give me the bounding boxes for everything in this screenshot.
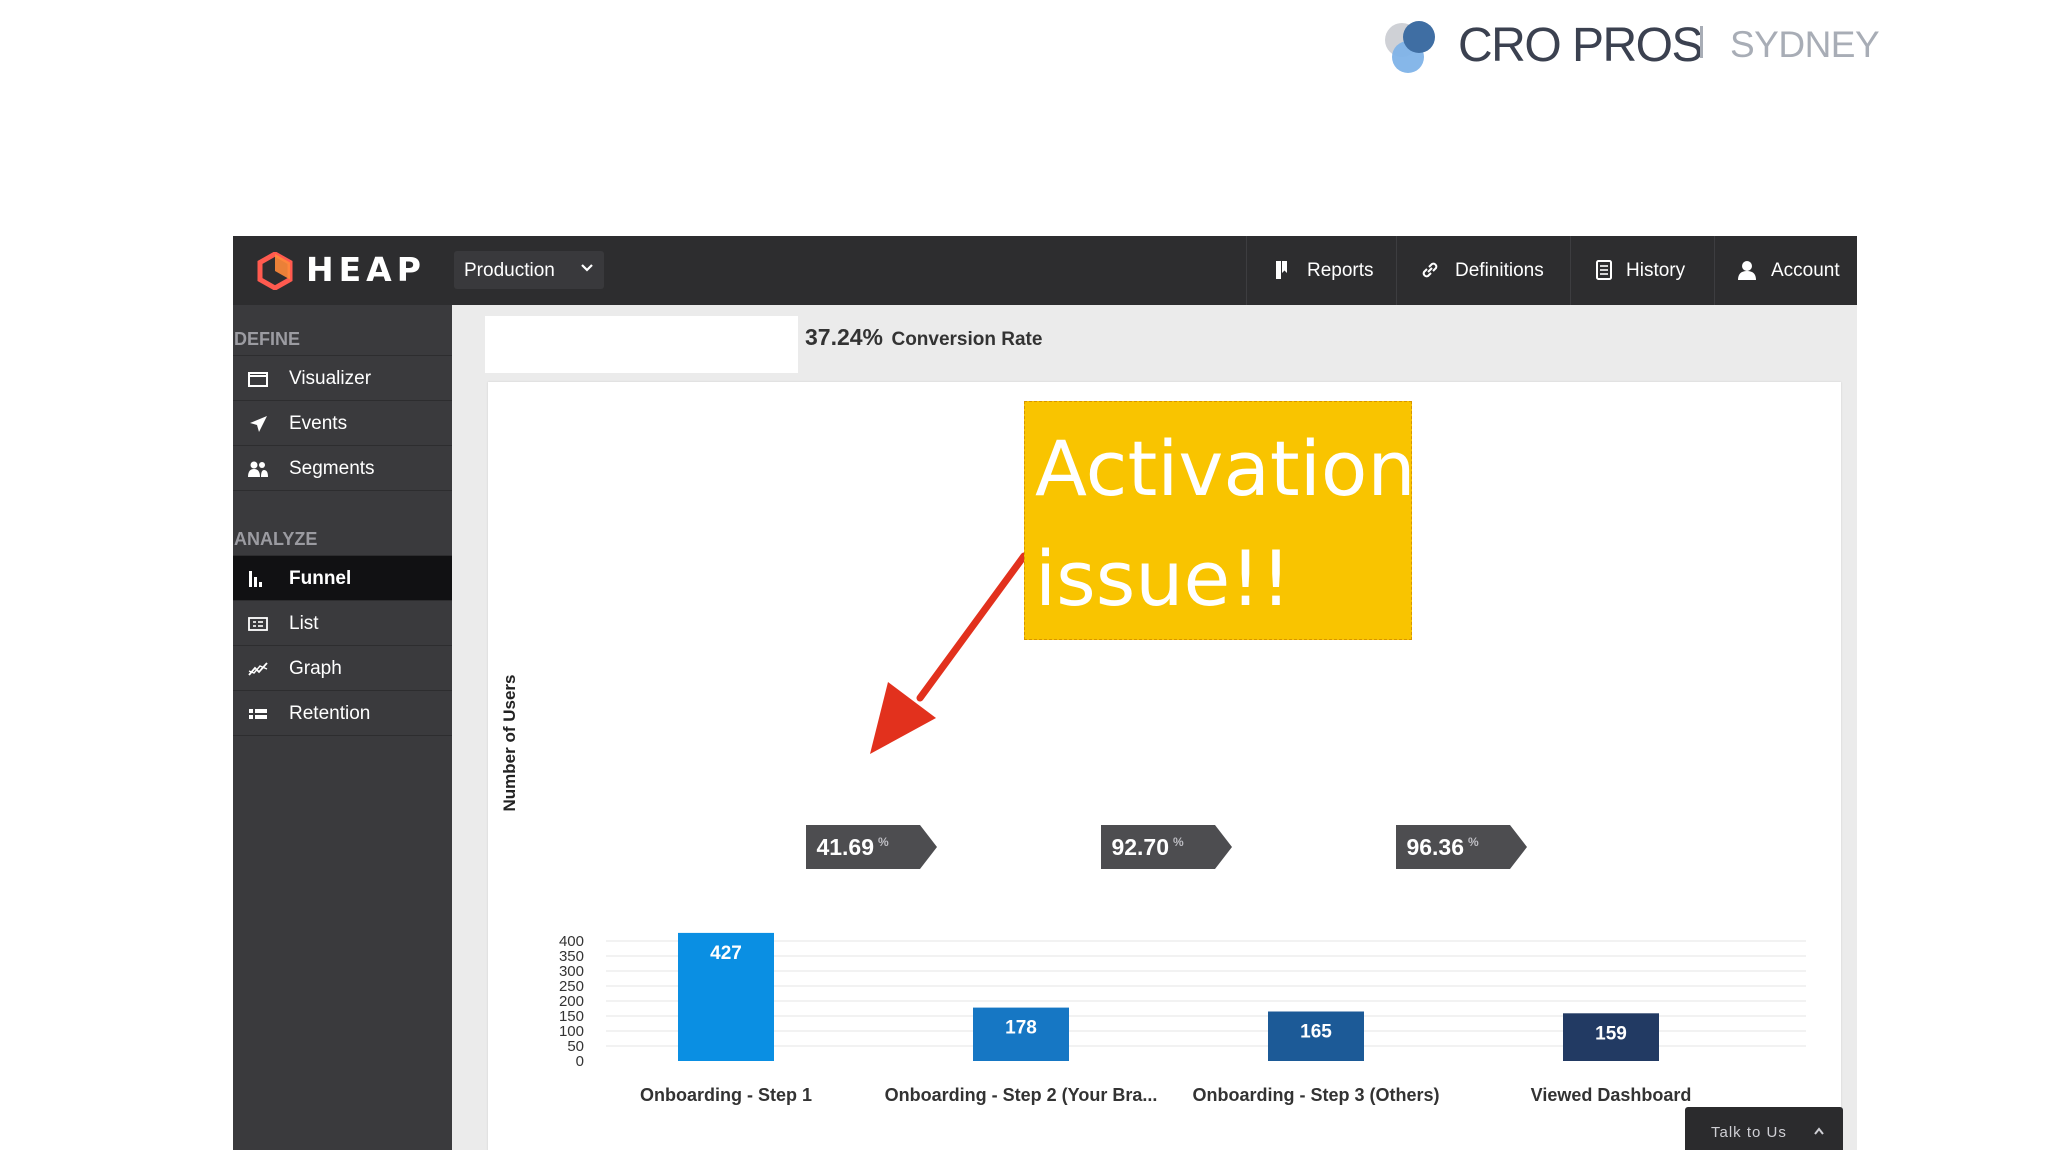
heap-hexagon-icon — [257, 252, 293, 290]
nav-account-label: Account — [1771, 260, 1840, 281]
line-chart-icon — [248, 662, 268, 676]
x-category-label: Viewed Dashboard — [1531, 1085, 1692, 1105]
nav-reports[interactable]: Reports — [1246, 236, 1396, 305]
funnel-bar — [1268, 1011, 1364, 1061]
funnel-name-box — [485, 316, 798, 373]
activation-issue-callout: Activation issue!! — [1024, 401, 1416, 640]
bookmark-icon — [1276, 261, 1287, 279]
funnel-bar — [973, 1007, 1069, 1061]
bar-value-label: 178 — [1005, 1018, 1037, 1039]
brand-name: CRO PROS — [1458, 19, 1704, 72]
cursor-arrow-icon — [250, 416, 267, 432]
chevron-down-icon — [581, 264, 593, 272]
conversion-rate-value: 37.24% — [805, 324, 884, 350]
bar-value-label: 159 — [1595, 1023, 1627, 1044]
callout-text: Activation issue!! — [1035, 424, 1416, 623]
funnel-bar — [1563, 1013, 1659, 1061]
sidebar: DEFINE Visualizer Events Segments AN — [233, 305, 452, 1150]
talk-to-us-button[interactable]: Talk to Us — [1685, 1107, 1843, 1150]
nav-account[interactable]: Account — [1714, 236, 1857, 305]
bar-value-label: 427 — [710, 943, 742, 964]
step-conversion-unit: % — [1173, 835, 1184, 849]
sidebar-item-label: List — [289, 613, 319, 634]
y-tick-label: 400 — [559, 933, 584, 950]
step-conversion-value: 92.70 — [1111, 834, 1169, 860]
nav-reports-label: Reports — [1307, 260, 1374, 281]
sidebar-item-events[interactable]: Events — [233, 401, 452, 446]
brand-city: SYDNEY — [1730, 24, 1880, 65]
nav-definitions-label: Definitions — [1455, 260, 1544, 281]
step-conversion-unit: % — [1468, 835, 1479, 849]
annotation-arrow-icon — [870, 552, 1028, 754]
sidebar-item-label: Visualizer — [289, 368, 372, 389]
grid-icon — [249, 709, 267, 719]
y-tick-label: 250 — [559, 978, 584, 995]
sidebar-divider — [233, 355, 452, 356]
cro-pros-logo-mark-icon — [1385, 21, 1435, 73]
x-category-label: Onboarding - Step 2 (Your Bra... — [885, 1085, 1158, 1105]
environment-select[interactable]: Production — [454, 251, 604, 289]
sidebar-item-list[interactable]: List — [233, 601, 452, 646]
sidebar-item-segments[interactable]: Segments — [233, 446, 452, 491]
step-conversion-badge — [806, 825, 937, 869]
sidebar-item-label: Retention — [289, 703, 371, 724]
heap-app-window: HEAP Production Reports Definitions — [233, 236, 1857, 1150]
y-tick-label: 0 — [576, 1053, 584, 1070]
chevron-up-icon — [1814, 1127, 1824, 1135]
environment-select-value: Production — [464, 260, 555, 281]
top-navigation-bar: HEAP Production Reports Definitions — [233, 236, 1857, 305]
step-conversion-value: 96.36 — [1406, 834, 1464, 860]
sidebar-section-define: DEFINE — [234, 329, 301, 349]
y-tick-label: 350 — [559, 948, 584, 965]
sidebar-item-label: Events — [289, 413, 348, 434]
list-icon — [248, 617, 268, 631]
bar-chart-icon — [249, 571, 262, 587]
sidebar-divider — [233, 555, 452, 556]
y-tick-label: 150 — [559, 1008, 584, 1025]
step-conversion-badge — [1101, 825, 1232, 869]
brand-separator — [1700, 26, 1703, 58]
sidebar-item-label: Graph — [289, 658, 342, 679]
step-conversion-badge — [1396, 825, 1527, 869]
y-tick-label: 200 — [559, 993, 584, 1010]
link-icon — [1422, 262, 1438, 278]
x-category-label: Onboarding - Step 3 (Others) — [1192, 1085, 1439, 1105]
sidebar-item-label: Funnel — [289, 568, 352, 589]
sidebar-item-label: Segments — [289, 458, 375, 479]
y-axis-label: Number of Users — [500, 675, 519, 812]
step-conversion-value: 41.69 — [816, 834, 874, 860]
sidebar-item-visualizer[interactable]: Visualizer — [233, 356, 452, 401]
bar-value-label: 165 — [1300, 1022, 1332, 1043]
users-icon — [248, 461, 268, 477]
document-icon — [1596, 260, 1612, 280]
sidebar-section-analyze: ANALYZE — [234, 529, 318, 549]
talk-to-us-label: Talk to Us — [1711, 1124, 1787, 1141]
funnel-bar — [678, 932, 774, 1061]
cro-pros-logo: CRO PROS SYDNEY — [1378, 6, 1880, 74]
y-tick-label: 300 — [559, 963, 584, 980]
step-conversion-unit: % — [878, 835, 889, 849]
window-icon — [248, 372, 268, 387]
user-icon — [1738, 261, 1756, 280]
y-tick-label: 50 — [567, 1038, 584, 1055]
conversion-rate-label: Conversion Rate — [891, 329, 1043, 350]
sidebar-item-retention[interactable]: Retention — [233, 691, 452, 736]
nav-definitions[interactable]: Definitions — [1396, 236, 1570, 305]
heap-wordmark: HEAP — [306, 250, 426, 289]
nav-history-label: History — [1626, 260, 1686, 281]
x-category-label: Onboarding - Step 1 — [640, 1085, 812, 1105]
conversion-rate: 37.24% Conversion Rate — [805, 324, 1042, 351]
sidebar-item-graph[interactable]: Graph — [233, 646, 452, 691]
nav-history[interactable]: History — [1570, 236, 1714, 305]
sidebar-item-funnel[interactable]: Funnel — [233, 556, 452, 601]
y-tick-label: 100 — [559, 1023, 584, 1040]
